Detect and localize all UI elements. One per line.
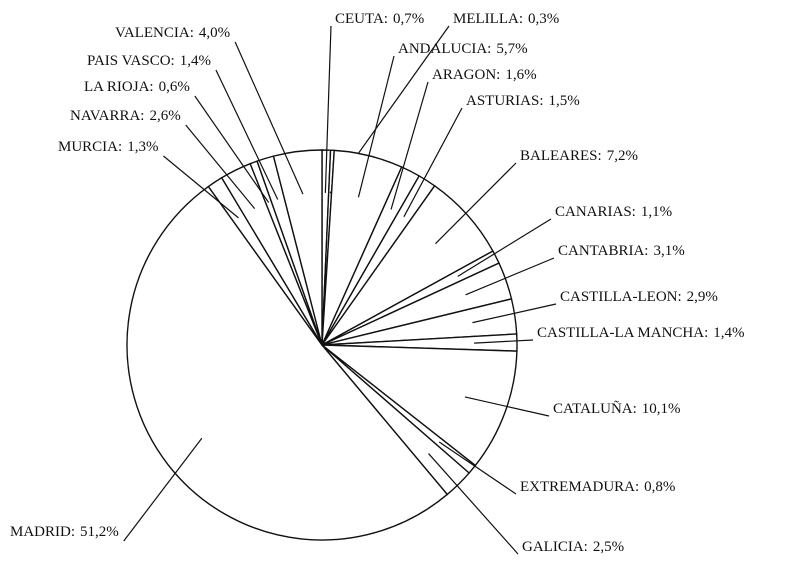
leader-line [403,107,463,218]
leader-line [357,55,395,198]
category-label: EXTREMADURA: [520,479,639,495]
category-label: ARAGON: [432,67,500,83]
category-label: ANDALUCIA: [398,41,491,57]
pie-slice [319,344,518,467]
value-label: 10,1% [642,401,681,417]
category-label: LA RIOJA: [84,79,154,95]
value-label: 0,8% [644,479,675,495]
category-label: GALICIA: [522,539,588,555]
leader-line [457,218,552,277]
slice-label: PAIS VASCO: 1,4% [87,53,211,69]
leader-line [465,257,555,296]
leader-line [428,453,519,555]
slice-label: GALICIA: 2,5% [522,539,624,555]
value-label: 7,2% [607,148,638,164]
slice-label: ANDALUCIA: 5,7% [398,41,528,57]
category-label: BALEARES: [520,148,602,164]
leader-line [324,25,332,193]
slice-label: EXTREMADURA: 0,8% [520,479,675,495]
value-label: 1,6% [505,67,536,83]
category-label: NAVARRA: [70,108,144,124]
value-label: 2,6% [149,108,180,124]
category-label: CATALUÑA: [553,401,637,417]
category-label: MADRID: [10,524,75,540]
value-label: 1,5% [549,93,580,109]
value-label: 1,1% [641,204,672,220]
pie-slice [126,185,449,541]
leader-line [215,69,279,200]
leader-line [474,339,534,344]
slice-label: BALEARES: 7,2% [520,148,638,164]
category-label: CASTILLA-LA MANCHA: [537,325,708,341]
slice-label: CEUTA: 0,7% [335,11,424,27]
value-label: 5,7% [496,41,527,57]
value-label: 4,0% [199,25,230,41]
value-label: 0,3% [528,11,559,27]
category-label: ASTURIAS: [466,93,544,109]
slice-label: MELILLA: 0,3% [453,11,559,27]
slice-label: CANARIAS: 1,1% [555,204,672,220]
category-label: PAIS VASCO: [87,53,175,69]
category-label: CANARIAS: [555,204,636,220]
value-label: 2,9% [687,289,718,305]
category-label: CEUTA: [335,11,388,27]
leader-line [234,41,304,195]
leader-line [472,303,557,324]
value-label: 1,3% [127,139,158,155]
slice-label: LA RIOJA: 0,6% [84,79,190,95]
leader-line [163,155,239,219]
slice-label: MURCIA: 1,3% [58,139,158,155]
slice-label: CASTILLA-LEON: 2,9% [560,289,718,305]
category-label: VALENCIA: [115,25,194,41]
value-label: 2,5% [593,539,624,555]
slice-label: NAVARRA: 2,6% [70,108,181,124]
leader-line [185,124,256,210]
pie-slice [272,149,323,346]
value-label: 0,6% [159,79,190,95]
value-label: 1,4% [713,325,744,341]
value-label: 1,4% [180,53,211,69]
category-label: CANTABRIA: [558,243,648,259]
leader-line [194,95,270,203]
slice-label: CANTABRIA: 3,1% [558,243,685,259]
leader-line [464,396,550,417]
leader-line [390,81,429,210]
value-label: 0,7% [393,11,424,27]
leader-line [435,162,517,245]
slice-label: CASTILLA-LA MANCHA: 1,4% [537,325,745,341]
category-label: MELILLA: [453,11,523,27]
category-label: MURCIA: [58,139,122,155]
leader-line [123,437,203,542]
slice-label: ASTURIAS: 1,5% [466,93,580,109]
slice-label: ARAGON: 1,6% [432,67,537,83]
leader-line [438,441,517,495]
slice-label: MADRID: 51,2% [10,524,119,540]
category-label: CASTILLA-LEON: [560,289,682,305]
slice-label: VALENCIA: 4,0% [115,25,230,41]
value-label: 51,2% [80,524,119,540]
value-label: 3,1% [653,243,684,259]
slice-label: CATALUÑA: 10,1% [553,401,681,417]
